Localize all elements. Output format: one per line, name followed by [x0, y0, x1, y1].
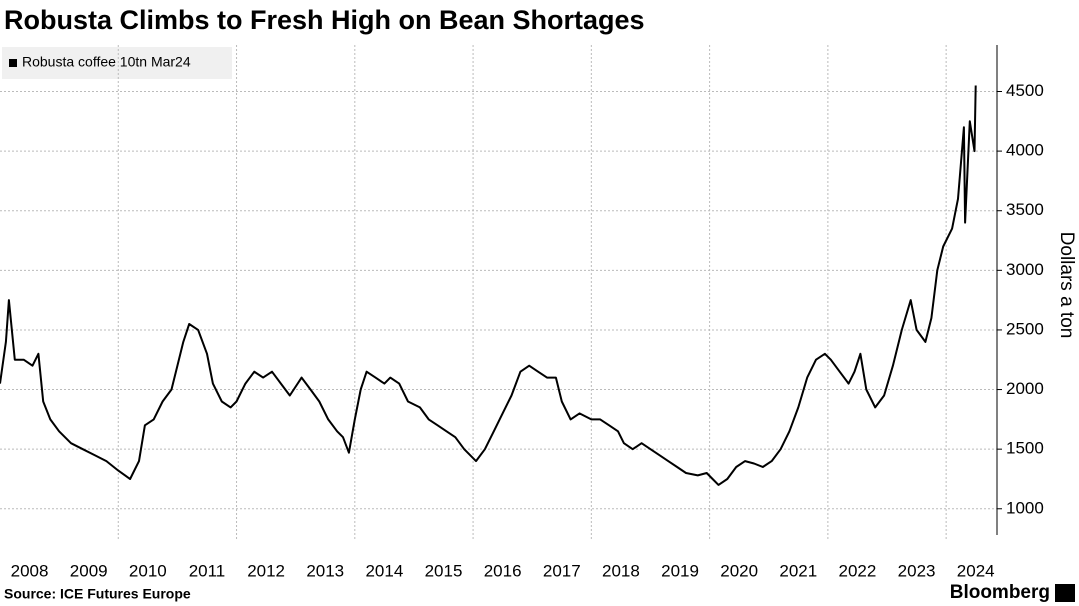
x-tick-label: 2023	[898, 561, 936, 580]
x-tick-label: 2018	[602, 561, 640, 580]
x-tick-label: 2011	[189, 561, 226, 580]
y-tick-label: 4000	[1006, 141, 1044, 160]
brand: Bloomberg	[950, 582, 1050, 603]
x-tick-label: 2015	[425, 561, 463, 580]
legend-box	[2, 47, 232, 79]
x-tick-label: 2010	[129, 561, 167, 580]
x-tick-label: 2009	[70, 561, 108, 580]
x-tick-label: 2017	[543, 561, 581, 580]
legend-label: Robusta coffee 10tn Mar24	[22, 54, 191, 70]
x-tick-label: 2016	[484, 561, 522, 580]
y-tick-label: 3500	[1006, 200, 1044, 219]
y-tick-label: 2500	[1006, 319, 1044, 338]
y-tick-label: 3000	[1006, 260, 1044, 279]
source: Source: ICE Futures Europe	[4, 586, 191, 602]
x-tick-label: 2019	[661, 561, 699, 580]
x-tick-label: 2022	[839, 561, 877, 580]
y-tick-label: 1500	[1006, 439, 1044, 458]
x-tick-label: 2012	[247, 561, 285, 580]
legend-swatch	[9, 59, 17, 67]
chart-title: Robusta Climbs to Fresh High on Bean Sho…	[4, 5, 645, 35]
price-line	[0, 85, 977, 486]
x-tick-label: 2013	[306, 561, 344, 580]
x-tick-label: 2020	[720, 561, 758, 580]
y-tick-label: 4500	[1006, 81, 1044, 100]
brand-icon	[1055, 584, 1075, 602]
y-axis-label: Dollars a ton	[1056, 232, 1077, 339]
x-tick-label: 2008	[11, 561, 49, 580]
x-tick-label: 2014	[365, 561, 403, 580]
y-tick-label: 1000	[1006, 498, 1044, 517]
x-tick-label: 2021	[779, 561, 817, 580]
y-tick-label: 2000	[1006, 379, 1044, 398]
x-tick-label: 2024	[957, 561, 995, 580]
